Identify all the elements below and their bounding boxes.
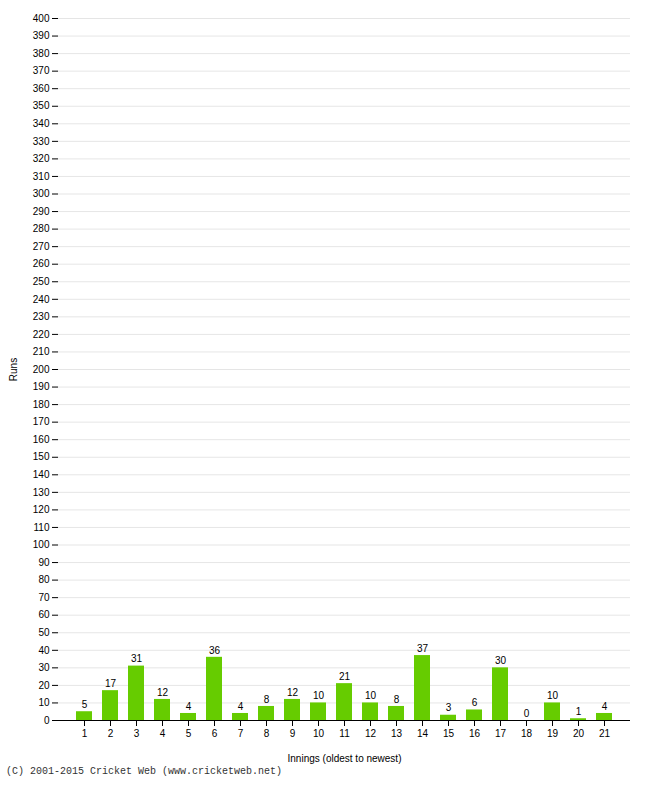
svg-text:7: 7	[238, 728, 244, 739]
svg-text:18: 18	[521, 728, 533, 739]
svg-text:5: 5	[82, 699, 88, 710]
svg-text:5: 5	[186, 728, 192, 739]
svg-text:4: 4	[602, 701, 608, 712]
svg-text:12: 12	[365, 728, 377, 739]
svg-text:17: 17	[495, 728, 507, 739]
svg-text:1: 1	[82, 728, 88, 739]
svg-text:120: 120	[33, 504, 50, 515]
svg-text:14: 14	[417, 728, 429, 739]
svg-text:19: 19	[547, 728, 559, 739]
svg-text:12: 12	[157, 687, 169, 698]
svg-text:30: 30	[495, 655, 507, 666]
svg-text:360: 360	[33, 83, 50, 94]
svg-text:150: 150	[33, 451, 50, 462]
svg-text:230: 230	[33, 311, 50, 322]
svg-text:Runs: Runs	[8, 358, 19, 381]
svg-text:180: 180	[33, 399, 50, 410]
svg-text:4: 4	[238, 701, 244, 712]
svg-text:8: 8	[394, 694, 400, 705]
svg-text:40: 40	[38, 645, 50, 656]
svg-text:190: 190	[33, 381, 50, 392]
svg-text:50: 50	[38, 627, 50, 638]
svg-text:90: 90	[38, 557, 50, 568]
svg-text:350: 350	[33, 100, 50, 111]
svg-text:8: 8	[264, 694, 270, 705]
svg-text:10: 10	[547, 690, 559, 701]
svg-text:200: 200	[33, 364, 50, 375]
svg-text:110: 110	[34, 522, 50, 533]
svg-text:8: 8	[264, 728, 270, 739]
svg-text:300: 300	[33, 188, 50, 199]
svg-text:310: 310	[33, 171, 50, 182]
svg-text:20: 20	[573, 728, 585, 739]
svg-text:16: 16	[469, 728, 481, 739]
svg-text:21: 21	[599, 728, 611, 739]
svg-text:17: 17	[105, 678, 117, 689]
svg-text:11: 11	[339, 728, 350, 739]
svg-text:370: 370	[33, 65, 50, 76]
svg-text:280: 280	[33, 223, 50, 234]
html-text:(C) 2001-2015 Cricket Web (www: (C) 2001-2015 Cricket Web (www.cricketwe…	[6, 766, 282, 777]
svg-text:400: 400	[33, 13, 50, 24]
svg-text:170: 170	[33, 416, 50, 427]
svg-text:6: 6	[212, 728, 218, 739]
svg-text:37: 37	[417, 643, 429, 654]
svg-text:260: 260	[33, 258, 50, 269]
svg-text:1: 1	[576, 706, 582, 717]
svg-text:9: 9	[290, 728, 296, 739]
svg-text:60: 60	[38, 609, 50, 620]
svg-text:340: 340	[33, 118, 50, 129]
svg-text:3: 3	[134, 728, 140, 739]
svg-text:36: 36	[209, 645, 221, 656]
svg-text:2: 2	[108, 728, 114, 739]
svg-text:10: 10	[313, 728, 325, 739]
svg-text:250: 250	[33, 276, 50, 287]
svg-text:31: 31	[131, 653, 143, 664]
svg-text:15: 15	[443, 728, 455, 739]
svg-text:30: 30	[38, 662, 50, 673]
svg-text:Innings (oldest to newest): Innings (oldest to newest)	[288, 753, 402, 764]
svg-text:0: 0	[524, 708, 530, 719]
svg-text:380: 380	[33, 48, 50, 59]
svg-text:4: 4	[160, 728, 166, 739]
svg-text:10: 10	[38, 697, 50, 708]
svg-text:21: 21	[339, 671, 351, 682]
svg-text:270: 270	[33, 241, 50, 252]
svg-text:6: 6	[472, 697, 478, 708]
svg-text:10: 10	[313, 690, 325, 701]
svg-text:70: 70	[38, 592, 50, 603]
svg-text:390: 390	[33, 30, 50, 41]
svg-text:330: 330	[33, 136, 50, 147]
svg-text:80: 80	[38, 574, 50, 585]
svg-text:12: 12	[287, 687, 299, 698]
svg-text:210: 210	[33, 346, 50, 357]
svg-text:160: 160	[33, 434, 50, 445]
svg-text:320: 320	[33, 153, 50, 164]
svg-text:3: 3	[446, 702, 452, 713]
svg-text:130: 130	[33, 487, 50, 498]
svg-text:100: 100	[33, 539, 50, 550]
svg-text:240: 240	[33, 294, 50, 305]
svg-text:140: 140	[33, 469, 50, 480]
svg-text:4: 4	[186, 701, 192, 712]
svg-text:10: 10	[365, 690, 377, 701]
svg-text:290: 290	[33, 206, 50, 217]
svg-text:220: 220	[33, 329, 50, 340]
svg-text:13: 13	[391, 728, 403, 739]
svg-text:0: 0	[44, 715, 50, 726]
svg-text:20: 20	[38, 680, 50, 691]
